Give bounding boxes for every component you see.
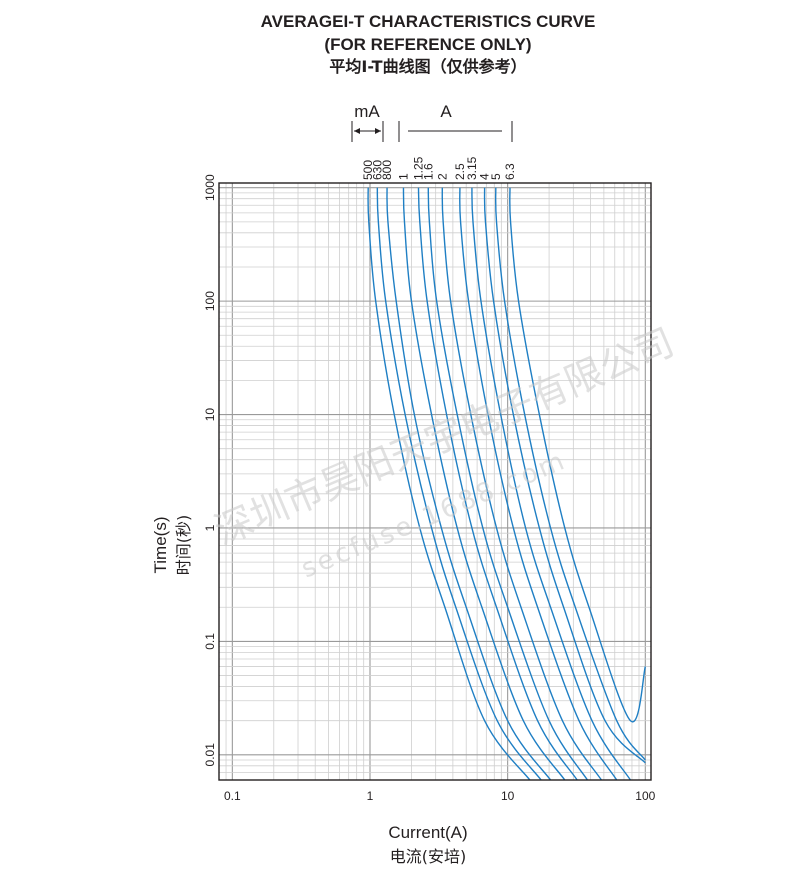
- rating-label: 1.25: [412, 156, 426, 180]
- curve-5: [494, 187, 646, 761]
- curves: [367, 187, 646, 780]
- x-tick-label: 10: [501, 789, 515, 803]
- curve-1-6: [427, 187, 589, 780]
- curve-2-5: [459, 187, 618, 780]
- y-axis-title: Time(s): [151, 517, 170, 574]
- x-tick-labels: 0.1 1 10 100: [224, 789, 656, 803]
- curve-800: [386, 187, 552, 780]
- curve-1: [402, 187, 566, 780]
- y-tick-label: 0.01: [203, 743, 217, 767]
- y-tick-label: 0.1: [203, 633, 217, 650]
- rating-label: 500: [361, 160, 375, 180]
- curve-630: [376, 187, 542, 780]
- rating-label: 3.15: [465, 156, 479, 180]
- y-axis-title-cn: 时间(秒): [174, 515, 193, 576]
- y-tick-label: 1: [203, 524, 217, 531]
- ma-arrow-right-icon: [375, 128, 381, 134]
- y-tick-labels: 0.01 0.1 1 10 100 1000: [203, 174, 217, 766]
- x-tick-label: 1: [367, 789, 374, 803]
- rating-label: 4: [478, 173, 492, 180]
- rating-label: 2.5: [453, 163, 467, 180]
- x-tick-label: 0.1: [224, 789, 241, 803]
- a-unit-label: A: [440, 102, 452, 121]
- rating-label: 5: [489, 173, 503, 180]
- y-tick-label: 1000: [203, 174, 217, 201]
- x-tick-label: 100: [635, 789, 655, 803]
- x-axis-title-cn: 电流(安培): [390, 847, 467, 866]
- curve-4: [483, 187, 646, 764]
- ma-unit-label: mA: [354, 102, 380, 121]
- grid: [218, 183, 651, 781]
- plot-frame: [218, 182, 652, 781]
- y-tick-label: 10: [203, 408, 217, 422]
- curve-3-15: [471, 187, 632, 780]
- curve-2: [441, 187, 603, 780]
- curve-1-25: [417, 187, 578, 780]
- unit-indicators: mA A: [351, 102, 513, 142]
- x-axis-title: Current(A): [388, 823, 467, 842]
- chart-title-cn: 平均I-T曲线图（仅供参考）: [329, 57, 526, 76]
- rating-label: 1: [396, 173, 410, 180]
- curve-500: [367, 187, 531, 780]
- ma-arrow-left-icon: [354, 128, 360, 134]
- rating-label: 1.6: [421, 163, 435, 180]
- chart-subtitle: (FOR REFERENCE ONLY): [324, 35, 531, 54]
- y-tick-label: 100: [203, 291, 217, 311]
- curve-6-3: [509, 187, 646, 723]
- rating-label: 6.3: [503, 163, 517, 180]
- rating-label: 630: [370, 160, 384, 180]
- chart-title: AVERAGEI-T CHARACTERISTICS CURVE: [261, 12, 596, 31]
- rating-label: 2: [435, 173, 449, 180]
- rating-label: 800: [380, 160, 394, 180]
